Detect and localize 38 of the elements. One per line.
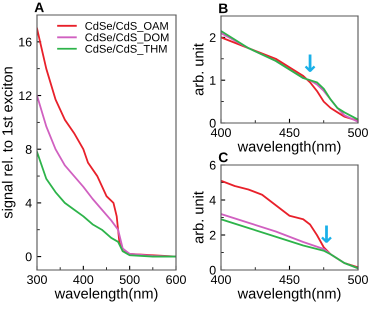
y-axis-title: arb. unit <box>192 191 204 244</box>
annotation: ↓ <box>304 54 316 72</box>
x-axis-title: wavelength(nm) <box>238 288 340 302</box>
y-tick-label: 2 <box>210 33 216 42</box>
y-tick-label: 2 <box>210 230 216 240</box>
y-tick-label: 0 <box>210 118 216 128</box>
x-tick-label: 400 <box>210 128 231 138</box>
x-tick-label: 400 <box>73 275 94 284</box>
chart-title: A <box>34 2 44 12</box>
y-tick-label: 0 <box>26 252 32 262</box>
y-tick-label: 6 <box>210 160 216 170</box>
legend-label: CdSe/CdS_OAM <box>85 22 168 32</box>
annotation: ↓ <box>321 225 332 243</box>
x-tick-label: 300 <box>27 275 47 284</box>
x-tick-label: 500 <box>348 275 368 284</box>
x-axis-title: wavelength(nm) <box>54 288 158 302</box>
legend-label: CdSe/CdS_THM <box>85 44 167 55</box>
x-tick-label: 600 <box>166 275 186 284</box>
x-tick-label: 400 <box>210 275 231 284</box>
chart-title: C <box>218 152 228 162</box>
y-axis-title: signal rel. to 1st exciton <box>2 67 16 218</box>
x-tick-label: 450 <box>279 128 300 138</box>
y-tick-label: 0 <box>210 266 216 275</box>
y-tick-label: 4 <box>25 198 32 208</box>
x-tick-label: 450 <box>279 275 300 284</box>
x-tick-label: 500 <box>120 275 140 284</box>
y-tick-label: 12 <box>19 91 32 100</box>
y-tick-label: 4 <box>209 196 216 205</box>
y-tick-label: 1 <box>210 76 216 85</box>
y-tick-label: 8 <box>26 145 32 154</box>
line-series <box>37 150 176 258</box>
legend-label: CdSe/CdS_DOM <box>85 33 168 44</box>
y-tick-label: 16 <box>19 38 32 46</box>
x-tick-label: 500 <box>348 128 368 138</box>
x-axis-title: wavelength(nm) <box>238 140 340 154</box>
y-axis-title: arb. unit <box>192 43 204 96</box>
line-series <box>221 180 358 268</box>
chart-title: B <box>219 4 228 14</box>
